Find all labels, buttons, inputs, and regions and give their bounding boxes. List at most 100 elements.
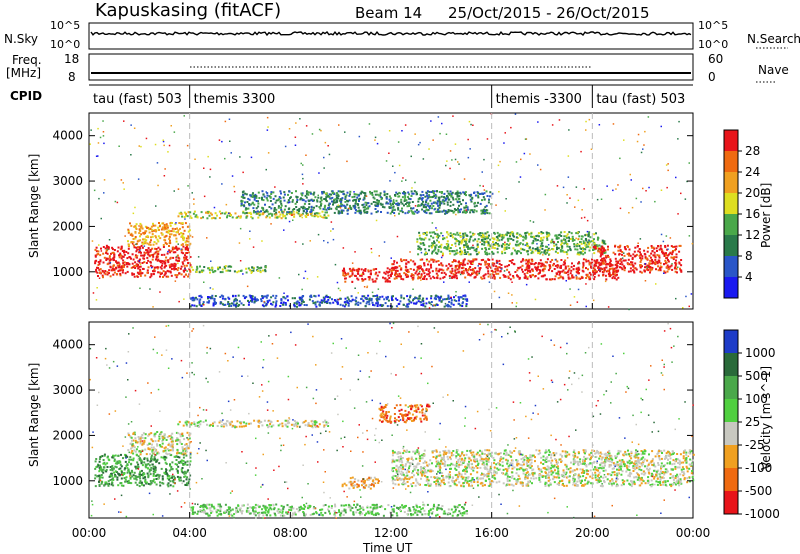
echo-cell [629, 270, 632, 273]
echo-cell [147, 266, 150, 269]
echo-cell [177, 465, 180, 468]
echo-cell [116, 264, 119, 267]
echo-cell [548, 232, 550, 235]
echo-cell [395, 275, 398, 278]
echo-cell [309, 240, 311, 242]
echo-cell [279, 197, 282, 200]
echo-cell [183, 211, 186, 214]
echo-cell [138, 225, 140, 227]
echo-cell [500, 238, 503, 241]
echo-cell [304, 208, 307, 211]
echo-cell [113, 471, 116, 474]
echo-cell [304, 214, 307, 217]
echo-cell [455, 245, 457, 247]
echo-cell [300, 162, 302, 165]
echo-cell [144, 476, 146, 479]
echo-cell [187, 237, 190, 240]
echo-cell [387, 202, 390, 205]
echo-cell [222, 303, 224, 306]
echo-cell [233, 298, 236, 301]
echo-cell [534, 249, 537, 252]
echo-cell [539, 262, 542, 265]
echo-cell [302, 183, 304, 185]
echo-cell [127, 262, 130, 265]
echo-cell [491, 269, 494, 272]
echo-cell [158, 222, 160, 224]
echo-cell [564, 265, 567, 268]
echo-cell [120, 470, 123, 472]
echo-cell [146, 256, 149, 259]
echo-cell [145, 262, 148, 264]
echo-cell [219, 271, 222, 274]
echo-cell [284, 302, 287, 304]
echo-cell [98, 244, 100, 246]
echo-cell [378, 255, 380, 257]
echo-cell [518, 276, 521, 279]
echo-cell [487, 241, 490, 244]
echo-cell [160, 431, 163, 434]
echo-cell [445, 298, 448, 301]
echo-cell [588, 271, 591, 274]
echo-cell [506, 243, 508, 246]
echo-cell [501, 245, 504, 248]
echo-cell [350, 208, 353, 210]
echo-cell [434, 251, 437, 254]
echo-cell [417, 253, 420, 256]
echo-cell [254, 211, 257, 213]
echo-cell [125, 251, 128, 253]
echo-cell [170, 233, 173, 236]
echo-cell [170, 434, 172, 437]
echo-cell [443, 281, 445, 283]
echo-cell [463, 206, 466, 209]
echo-cell [168, 144, 171, 147]
echo-cell [253, 203, 256, 206]
echo-cell [129, 442, 132, 445]
echo-cell [135, 228, 138, 230]
echo-cell [404, 124, 407, 126]
echo-cell [112, 484, 115, 487]
echo-cell [688, 162, 690, 164]
echo-cell [313, 212, 316, 215]
echo-cell [561, 270, 564, 273]
echo-cell [319, 207, 322, 210]
echo-cell [584, 234, 587, 237]
echo-cell [118, 468, 121, 471]
echo-cell [349, 206, 352, 209]
echo-cell [342, 209, 345, 212]
echo-cell [242, 211, 245, 214]
echo-cell [635, 268, 638, 271]
echo-cell [181, 243, 184, 246]
echo-cell [301, 194, 304, 197]
echo-cell [655, 247, 658, 250]
echo-cell [568, 245, 571, 248]
echo-cell [98, 474, 101, 477]
echo-cell [184, 254, 186, 257]
echo-cell [170, 125, 172, 127]
echo-cell [480, 236, 483, 239]
echo-cell [371, 191, 374, 194]
echo-cell [367, 269, 370, 272]
echo-cell [184, 241, 187, 244]
echo-cell [245, 215, 248, 218]
echo-cell [470, 246, 473, 249]
echo-cell [355, 193, 358, 196]
echo-cell [420, 197, 423, 200]
echo-cell [167, 261, 170, 264]
echo-cell [368, 123, 371, 125]
echo-cell [502, 243, 505, 245]
echo-cell [171, 227, 174, 230]
echo-cell [174, 228, 177, 230]
echo-cell [430, 297, 433, 300]
echo-cell [230, 305, 233, 307]
echo-cell [543, 267, 546, 270]
echo-cell [172, 481, 175, 484]
echo-cell [184, 443, 186, 446]
echo-cell [327, 204, 330, 207]
echo-cell [250, 156, 253, 159]
echo-cell [289, 197, 291, 200]
echo-cell [153, 268, 156, 271]
echo-cell [481, 209, 484, 212]
echo-cell [396, 273, 399, 276]
echo-cell [93, 189, 96, 192]
echo-cell [276, 216, 279, 219]
